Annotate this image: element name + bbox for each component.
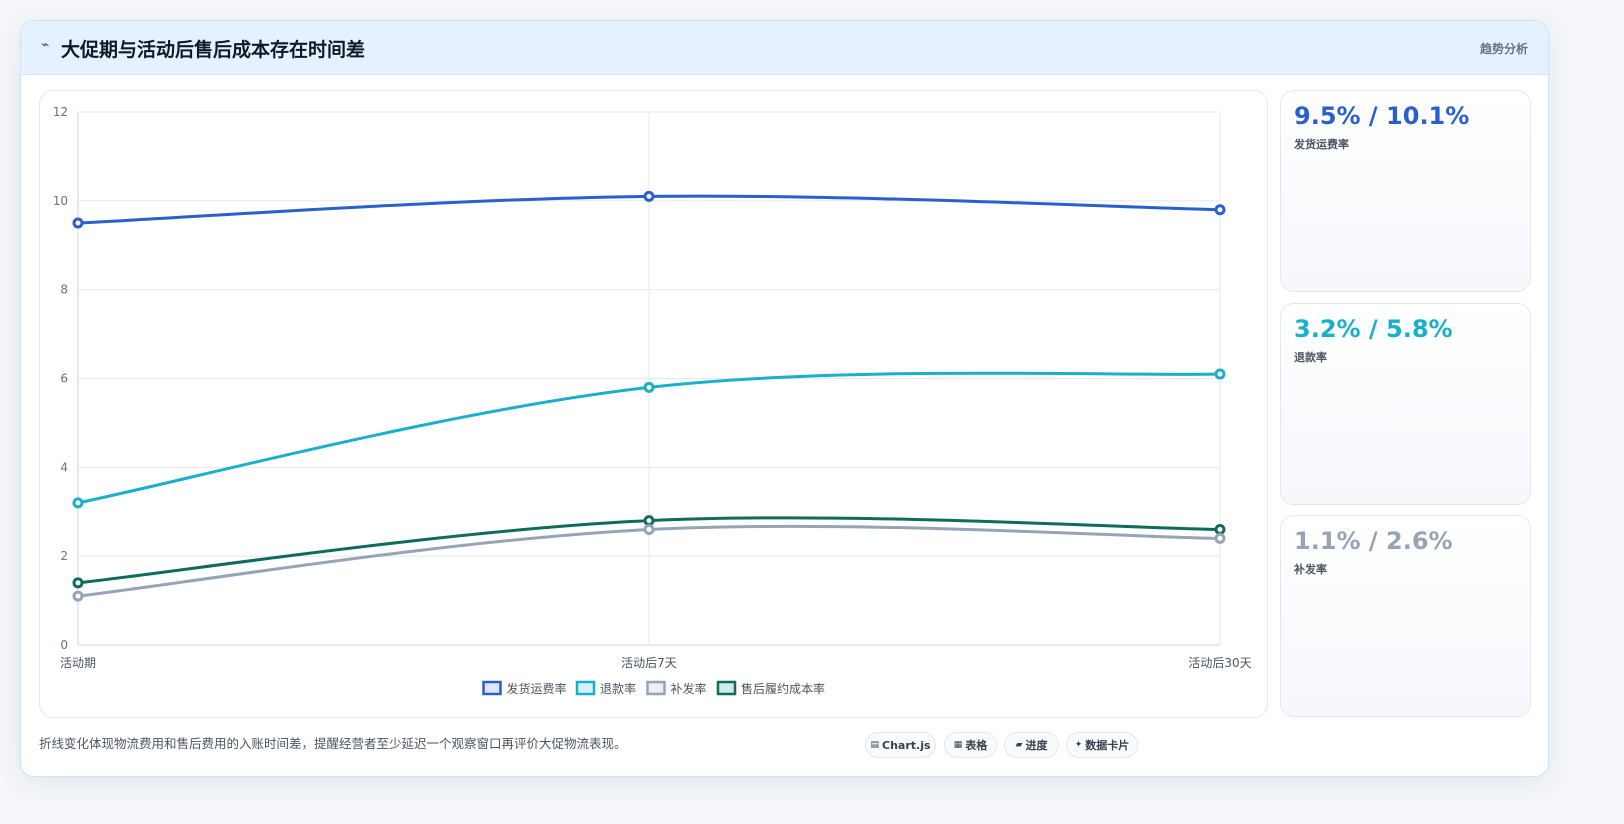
trend-analysis-tag: 趋势分析 <box>1479 42 1528 56</box>
y-tick-label: 10 <box>53 194 68 208</box>
kpi-card-shipping: 9.5% / 10.1% 发货运费率 <box>1280 90 1531 292</box>
kpi-value: 3.2% / 5.8% <box>1294 315 1453 343</box>
button-label: 表格 <box>965 739 988 752</box>
kpi-value: 1.1% / 2.6% <box>1294 527 1453 555</box>
x-tick-label: 活动后7天 <box>621 656 677 670</box>
legend-swatch <box>646 680 666 696</box>
legend-label: 发货运费率 <box>507 681 567 696</box>
table-button[interactable]: ▦ 表格 <box>944 732 997 758</box>
kpi-label: 补发率 <box>1294 563 1327 576</box>
y-tick-label: 4 <box>60 460 68 474</box>
button-label: 数据卡片 <box>1085 739 1130 752</box>
data-point <box>72 497 84 509</box>
table-icon: ▦ <box>953 740 963 750</box>
chart-footnote: 折线变化体现物流费用和售后费用的入账时间差，提醒经营者至少延迟一个观察窗口再评价… <box>39 736 627 751</box>
data-point <box>72 590 84 602</box>
data-point <box>643 190 655 202</box>
data-point <box>1214 368 1226 380</box>
legend-label: 售后履约成本率 <box>741 681 825 696</box>
y-tick-label: 8 <box>60 283 68 297</box>
progress-button[interactable]: ▰ 进度 <box>1004 732 1059 758</box>
legend-swatch <box>482 680 502 696</box>
progress-icon: ▰ <box>1015 740 1023 750</box>
kpi-card-refund: 3.2% / 5.8% 退款率 <box>1280 303 1531 505</box>
data-point <box>1214 204 1226 216</box>
y-tick-label: 0 <box>60 638 68 652</box>
chart-icon: ▤ <box>870 740 879 750</box>
x-tick-label: 活动期 <box>60 656 96 670</box>
data-point <box>643 524 655 536</box>
data-point <box>72 577 84 589</box>
legend-swatch <box>575 680 596 696</box>
card-header: ⌁ 大促期与活动后售后成本存在时间差 趋势分析 <box>21 21 1548 75</box>
data-point <box>1214 524 1226 536</box>
kpi-label: 退款率 <box>1294 351 1327 364</box>
data-point <box>1214 532 1226 544</box>
kpi-card-reship: 1.1% / 2.6% 补发率 <box>1280 515 1531 717</box>
chart-card: ⌁ 大促期与活动后售后成本存在时间差 趋势分析 0 2 4 6 8 10 12 活动期 活动后7… <box>20 20 1549 777</box>
data-point <box>72 217 84 229</box>
card-icon: ✦ <box>1074 740 1083 750</box>
card-title: 大促期与活动后售后成本存在时间差 <box>61 39 366 61</box>
kpi-value: 9.5% / 10.1% <box>1294 102 1470 130</box>
data-point <box>643 381 655 393</box>
button-label: Chart.js <box>882 738 931 752</box>
y-tick-label: 2 <box>60 549 68 563</box>
bolt-icon: ⌁ <box>41 37 50 53</box>
legend-label: 退款率 <box>600 681 636 696</box>
chartjs-button[interactable]: ▤ Chart.js <box>865 732 936 758</box>
legend-label: 补发率 <box>671 681 707 696</box>
data-card-button[interactable]: ✦ 数据卡片 <box>1066 732 1138 758</box>
button-label: 进度 <box>1025 739 1048 752</box>
kpi-label: 发货运费率 <box>1294 138 1349 151</box>
data-point <box>643 515 655 527</box>
y-tick-label: 6 <box>60 372 68 386</box>
x-tick-label: 活动后30天 <box>1188 656 1251 670</box>
legend-swatch <box>716 680 737 696</box>
y-tick-label: 12 <box>53 105 68 119</box>
line-chart: 0 2 4 6 8 10 12 活动期 活动后7天 活动后30天发货运费率 退款率 补发率 售后履约成本… <box>39 90 1268 718</box>
